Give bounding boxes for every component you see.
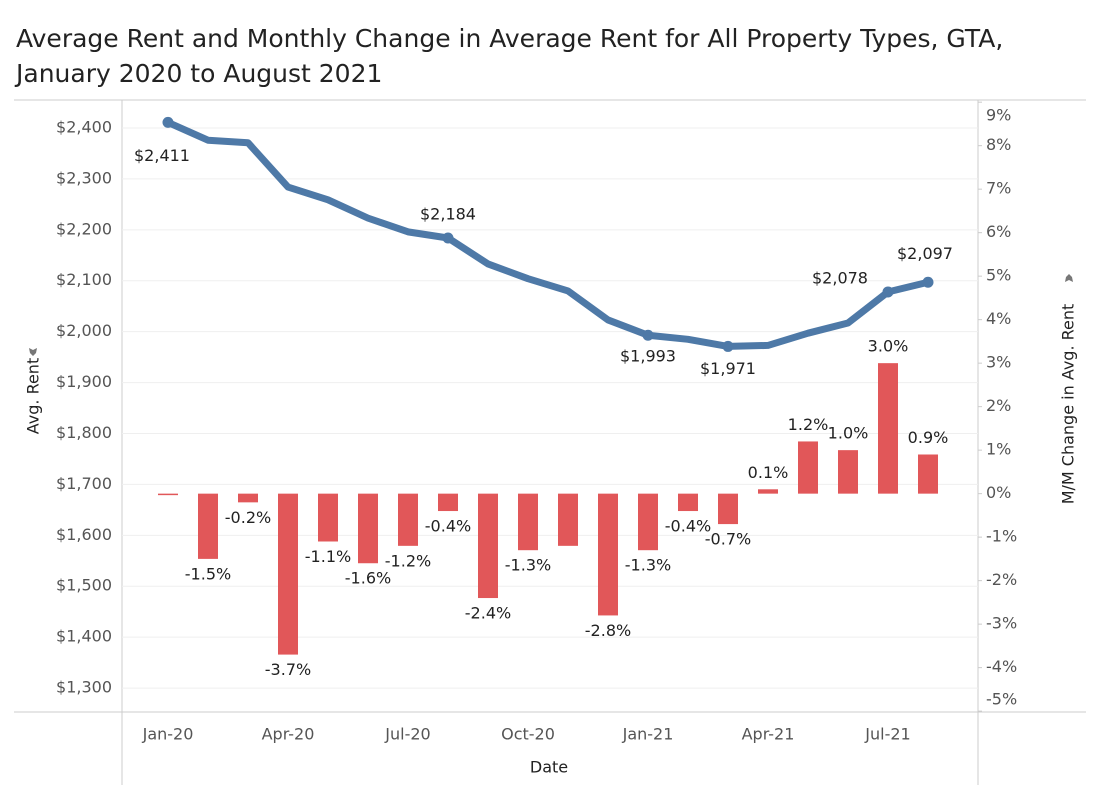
y2-tick-label: -3%: [986, 614, 1017, 633]
line-marker: [162, 116, 174, 128]
data-label: $1,971: [700, 359, 756, 378]
data-label: -1.3%: [625, 556, 671, 575]
bar: [638, 493, 658, 551]
bar: [918, 454, 938, 494]
x-tick-label: Jan-21: [622, 725, 674, 744]
bar: [518, 493, 538, 551]
line: [164, 118, 932, 350]
data-label: $1,993: [620, 347, 676, 366]
y-tick-label: $2,300: [56, 168, 112, 187]
y-tick-label: $2,400: [56, 118, 112, 137]
y2-tick-label: -2%: [986, 570, 1017, 589]
data-label: $2,184: [420, 204, 476, 223]
x-tick-label: Jan-20: [142, 725, 194, 744]
bar: [318, 493, 338, 542]
y2-tick-label: 4%: [986, 309, 1011, 328]
y2-tick-label: 7%: [986, 179, 1011, 198]
data-label: -0.2%: [225, 508, 271, 527]
y2-tick-label: -1%: [986, 527, 1017, 546]
y-tick-label: $2,200: [56, 219, 112, 238]
data-label: $2,411: [134, 146, 190, 165]
y2-tick-label: -4%: [986, 657, 1017, 676]
y-tick-label: $1,700: [56, 474, 112, 493]
data-label: 1.2%: [788, 415, 829, 434]
y2-tick-label: 0%: [986, 483, 1011, 502]
bar: [838, 450, 858, 494]
y2-tick-label: 5%: [986, 266, 1011, 285]
data-label: 0.9%: [908, 428, 949, 447]
y2-tick-label: -5%: [986, 690, 1017, 709]
bar: [598, 493, 618, 616]
data-label: -0.4%: [665, 517, 711, 536]
y2-tick-label: 3%: [986, 353, 1011, 372]
bar: [238, 493, 258, 503]
x-tick-label: Jul-21: [864, 725, 910, 744]
bar: [198, 493, 218, 559]
y2-tick-label: 6%: [986, 222, 1011, 241]
line-marker: [442, 232, 454, 244]
line-marker: [882, 286, 894, 298]
bar: [478, 493, 498, 599]
line-marker: [642, 329, 654, 341]
y-tick-label: $1,500: [56, 576, 112, 595]
data-label: -3.7%: [265, 660, 311, 679]
chart-title: Average Rent and Monthly Change in Avera…: [16, 24, 1003, 53]
data-label: 1.0%: [828, 424, 869, 443]
bar: [558, 493, 578, 546]
y2-tick-label: 1%: [986, 440, 1011, 459]
x-tick-label: Oct-20: [501, 725, 555, 744]
bar: [798, 441, 818, 494]
line-marker: [922, 276, 934, 288]
data-label: -1.1%: [305, 547, 351, 566]
y-tick-label: $1,600: [56, 525, 112, 544]
x-tick-label: Jul-20: [384, 725, 430, 744]
bar: [718, 493, 738, 525]
bar: [878, 363, 898, 494]
data-label: $2,078: [812, 268, 868, 287]
data-label: -2.8%: [585, 621, 631, 640]
bar: [158, 493, 178, 496]
y-tick-label: $1,300: [56, 678, 112, 697]
bar: [398, 493, 418, 546]
data-label: -1.6%: [345, 569, 391, 588]
x-tick-label: Apr-20: [262, 725, 315, 744]
bar: [438, 493, 458, 512]
data-label: $2,097: [897, 244, 953, 263]
bar: [278, 493, 298, 655]
line-marker: [722, 340, 734, 352]
y2-axis-title: M/M Change in Avg. Rent: [1059, 304, 1078, 505]
data-label: 0.1%: [748, 463, 789, 482]
bar: [358, 493, 378, 564]
y-tick-label: $1,800: [56, 423, 112, 442]
y2-tick-label: 2%: [986, 396, 1011, 415]
data-label: 3.0%: [868, 337, 909, 356]
data-label: -2.4%: [465, 604, 511, 623]
chart-title: January 2020 to August 2021: [14, 59, 382, 88]
pin-icon: [29, 348, 37, 356]
bar: [678, 493, 698, 512]
y-tick-label: $2,100: [56, 270, 112, 289]
data-label: -1.2%: [385, 551, 431, 570]
data-label: -1.3%: [505, 556, 551, 575]
data-label: -1.5%: [185, 564, 231, 583]
data-label: -0.7%: [705, 530, 751, 549]
x-tick-label: Apr-21: [742, 725, 795, 744]
y-tick-label: $1,900: [56, 372, 112, 391]
pin-icon: [1065, 274, 1073, 282]
x-axis-title: Date: [530, 758, 568, 777]
y2-tick-label: 9%: [986, 106, 1011, 125]
y-axis-title: Avg. Rent: [24, 358, 43, 434]
y2-tick-label: 8%: [986, 135, 1011, 154]
data-label: -0.4%: [425, 517, 471, 536]
y-tick-label: $1,400: [56, 627, 112, 646]
bar: [758, 489, 778, 494]
y-tick-label: $2,000: [56, 321, 112, 340]
